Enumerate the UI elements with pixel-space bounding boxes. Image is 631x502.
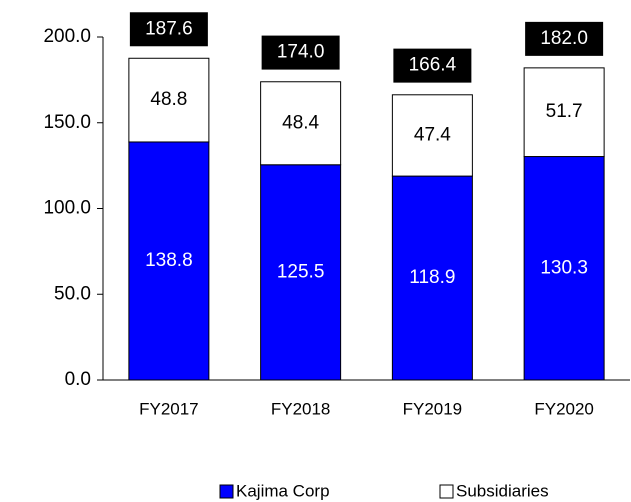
total-label: 166.4 — [409, 55, 457, 76]
data-label: 51.7 — [546, 101, 583, 122]
y-tick-label: 150.0 — [43, 112, 91, 133]
bar-segment — [260, 81, 342, 166]
y-tick-label: 200.0 — [43, 26, 91, 47]
data-label: 130.3 — [540, 257, 588, 278]
x-tick-label: FY2017 — [139, 399, 199, 418]
x-tick-label: FY2018 — [271, 399, 331, 418]
y-tick-label: 100.0 — [43, 198, 91, 219]
total-box — [129, 12, 208, 47]
bar-segment — [391, 94, 473, 177]
total-box — [525, 21, 604, 56]
total-box — [261, 35, 340, 70]
total-label: 174.0 — [277, 42, 325, 63]
bar-segment — [128, 57, 210, 143]
legend-swatch — [219, 484, 234, 499]
total-label: 187.6 — [145, 18, 193, 39]
data-label: 125.5 — [277, 261, 325, 282]
data-label: 118.9 — [409, 267, 455, 288]
bar-segment — [391, 175, 473, 381]
data-label: 47.4 — [414, 124, 451, 145]
y-tick-label: 50.0 — [54, 283, 91, 304]
bar-segment — [523, 67, 605, 158]
legend-label: Kajima Corp — [236, 481, 330, 500]
x-tick-label: FY2020 — [534, 399, 594, 418]
total-box — [393, 48, 472, 83]
data-label: 48.8 — [150, 89, 187, 110]
total-label: 182.0 — [540, 28, 588, 49]
y-tick-label: 0.0 — [65, 369, 91, 390]
legend-label: Subsidiaries — [456, 481, 549, 500]
data-label: 138.8 — [145, 250, 193, 271]
data-label: 48.4 — [282, 112, 319, 133]
x-tick-label: FY2019 — [403, 399, 463, 418]
legend-swatch — [439, 484, 454, 499]
